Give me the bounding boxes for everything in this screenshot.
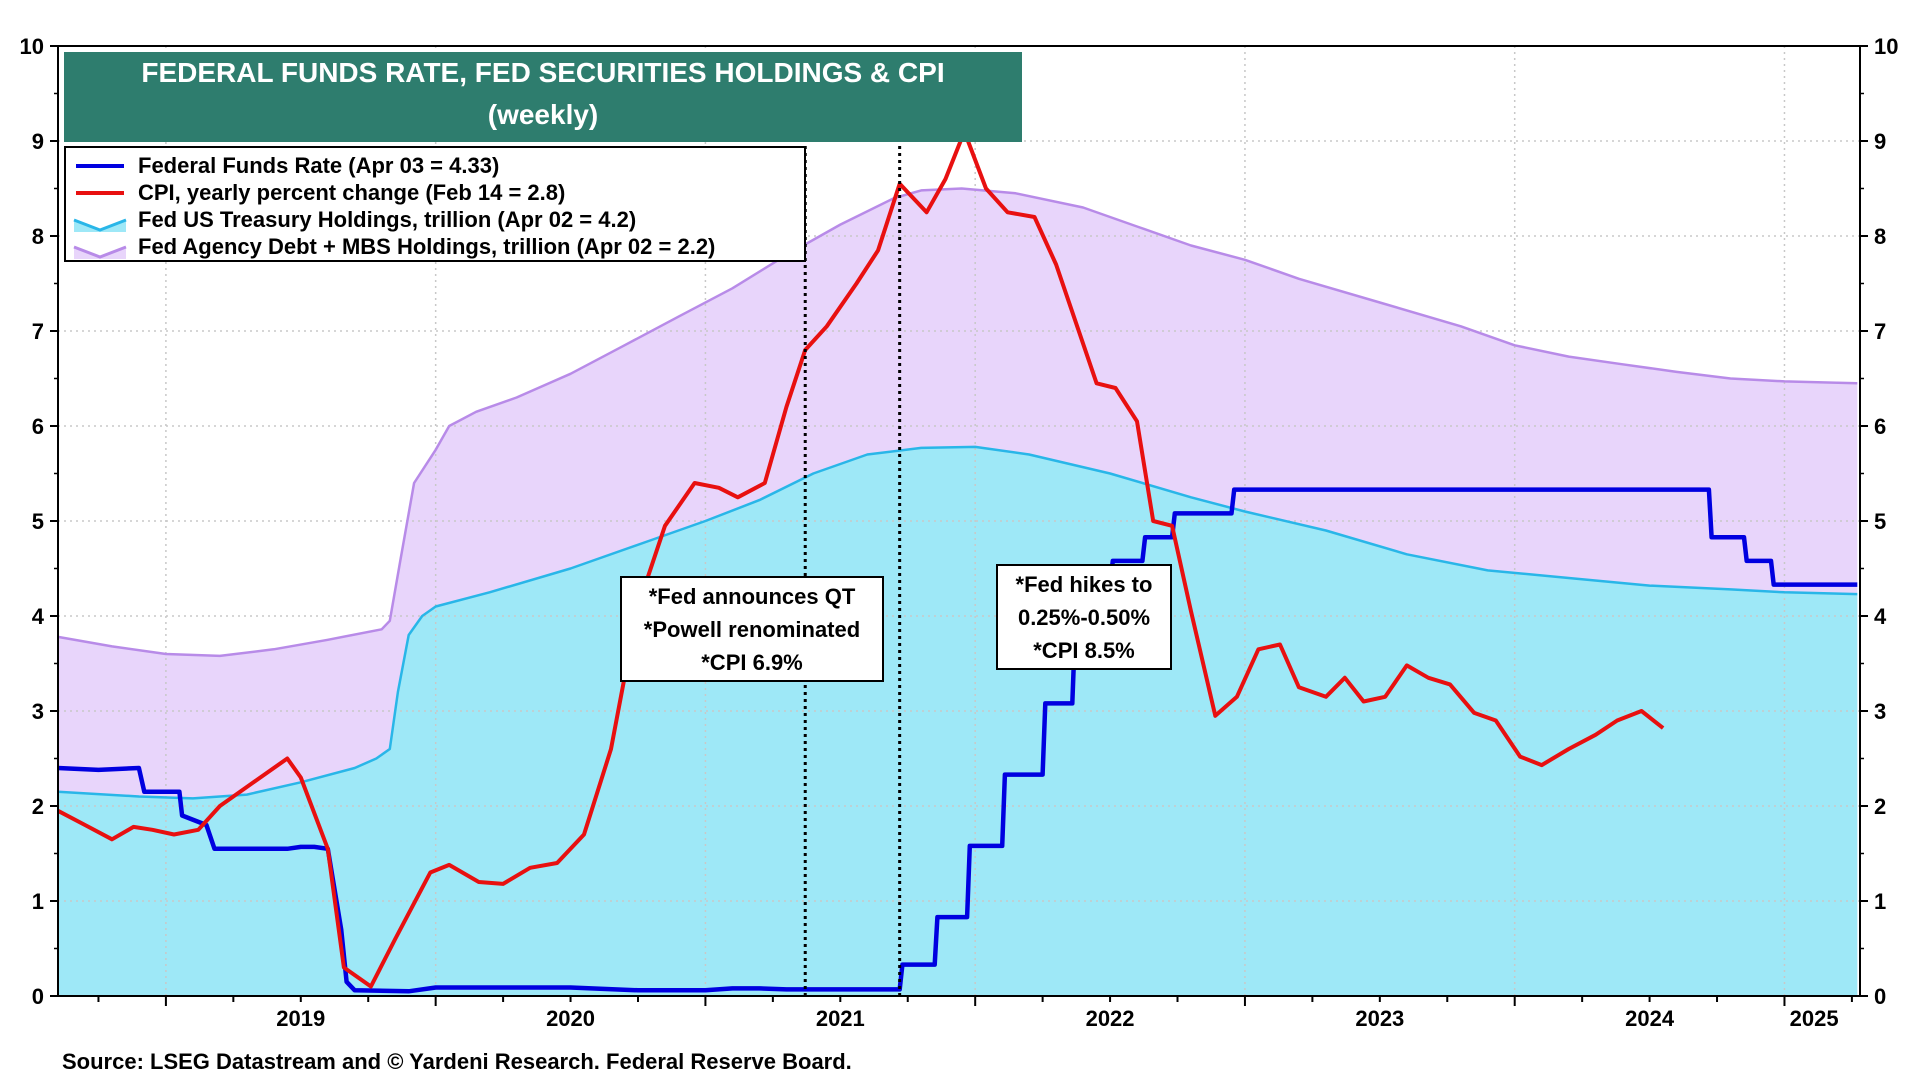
y-tick-label-right: 2	[1874, 794, 1886, 819]
chart-title: FEDERAL FUNDS RATE, FED SECURITIES HOLDI…	[64, 52, 1022, 142]
chart-title-line1: FEDERAL FUNDS RATE, FED SECURITIES HOLDI…	[141, 57, 945, 88]
legend-item-mbs: Fed Agency Debt + MBS Holdings, trillion…	[72, 233, 798, 260]
x-tick-label: 2021	[816, 1006, 865, 1031]
legend-swatch-cpi	[72, 185, 128, 201]
line-treasury-holdings	[57, 445, 1858, 800]
y-tick-label-left: 8	[32, 224, 44, 249]
y-tick-label-right: 1	[1874, 889, 1886, 914]
legend-item-treasury: Fed US Treasury Holdings, trillion (Apr …	[72, 206, 798, 233]
area-treasury-holdings	[58, 446, 1858, 996]
annotation-hikes-line3: *CPI 8.5%	[1033, 638, 1135, 663]
x-tick-label: 2023	[1355, 1006, 1404, 1031]
legend-label-cpi: CPI, yearly percent change (Feb 14 = 2.8…	[138, 179, 566, 205]
legend-item-cpi: CPI, yearly percent change (Feb 14 = 2.8…	[72, 179, 798, 206]
y-tick-label-right: 0	[1874, 984, 1886, 1009]
y-tick-label-left: 10	[20, 34, 44, 59]
y-tick-label-left: 0	[32, 984, 44, 1009]
chart-title-line2: (weekly)	[487, 99, 599, 130]
legend-swatch-fed-funds	[72, 158, 128, 174]
line-fed-funds-rate	[57, 487, 1858, 994]
y-tick-label-right: 10	[1874, 34, 1898, 59]
y-tick-label-right: 3	[1874, 699, 1886, 724]
legend-item-fed-funds: Federal Funds Rate (Apr 03 = 4.33)	[72, 152, 798, 179]
x-tick-label: 2019	[276, 1006, 325, 1031]
legend-swatch-treasury	[72, 212, 128, 232]
y-tick-label-left: 1	[32, 889, 44, 914]
y-tick-label-right: 5	[1874, 509, 1886, 534]
annotation-qt-line1: *Fed announces QT	[648, 584, 856, 609]
x-tick-label: 2022	[1086, 1006, 1135, 1031]
y-tick-label-right: 8	[1874, 224, 1886, 249]
y-tick-label-left: 2	[32, 794, 44, 819]
annotation-hikes: *Fed hikes to 0.25%-0.50% *CPI 8.5%	[996, 564, 1172, 670]
y-tick-label-right: 6	[1874, 414, 1886, 439]
y-tick-label-right: 7	[1874, 319, 1886, 344]
y-tick-label-left: 5	[32, 509, 44, 534]
x-tick-label: 2020	[546, 1006, 595, 1031]
source-note: Source: LSEG Datastream and © Yardeni Re…	[62, 1049, 852, 1074]
x-tick-label: 2025	[1790, 1006, 1839, 1031]
y-tick-label-left: 6	[32, 414, 44, 439]
line-mbs-holdings	[57, 187, 1858, 658]
y-tick-label-left: 7	[32, 319, 44, 344]
legend-label-treasury: Fed US Treasury Holdings, trillion (Apr …	[138, 206, 637, 232]
legend-swatch-mbs	[72, 239, 128, 259]
y-tick-label-left: 9	[32, 129, 44, 154]
y-tick-label-right: 4	[1874, 604, 1887, 629]
annotation-qt: *Fed announces QT *Powell renominated *C…	[620, 576, 884, 682]
legend: Federal Funds Rate (Apr 03 = 4.33) CPI, …	[64, 146, 806, 262]
y-tick-label-left: 4	[32, 604, 45, 629]
annotation-qt-line3: *CPI 6.9%	[701, 650, 803, 675]
x-tick-label: 2024	[1625, 1006, 1675, 1031]
legend-label-fed-funds: Federal Funds Rate (Apr 03 = 4.33)	[138, 152, 500, 178]
legend-label-mbs: Fed Agency Debt + MBS Holdings, trillion…	[138, 233, 716, 259]
y-tick-label-left: 3	[32, 699, 44, 724]
annotation-hikes-line2: 0.25%-0.50%	[1017, 605, 1151, 630]
annotation-hikes-line1: *Fed hikes to	[1015, 572, 1153, 597]
annotation-qt-line2: *Powell renominated	[643, 617, 861, 642]
y-tick-label-right: 9	[1874, 129, 1886, 154]
